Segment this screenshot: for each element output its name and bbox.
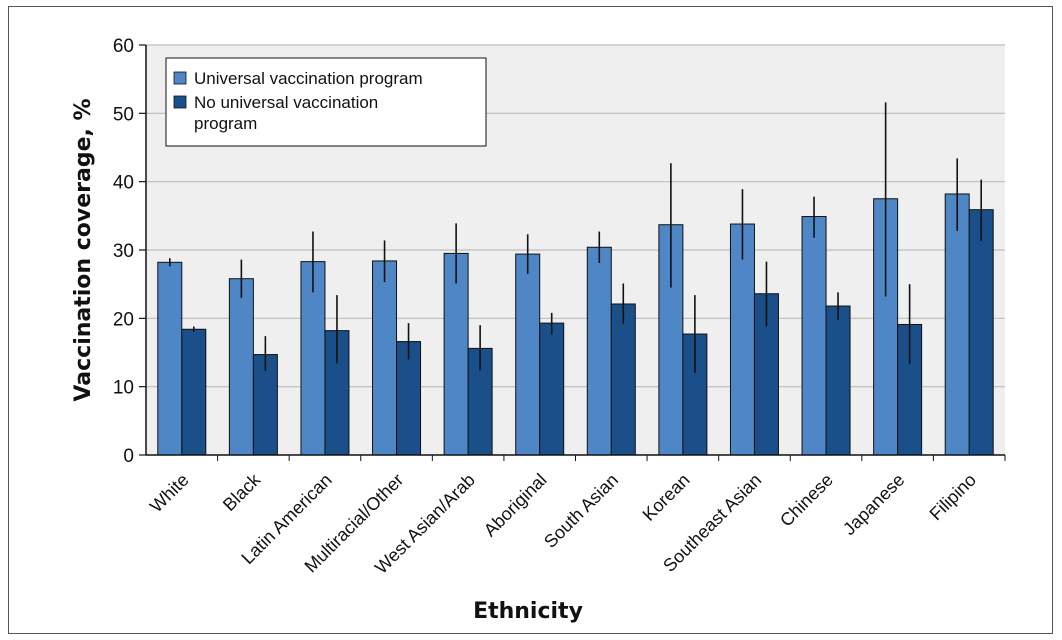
y-tick-label: 40 [113,173,134,194]
y-tick-label: 20 [113,309,134,330]
x-category-label: White [146,470,193,517]
bars [157,193,994,456]
bar-universal [300,261,326,456]
y-tick-label: 30 [113,241,134,262]
x-category-label: Filipino [926,470,980,524]
legend-swatch-no-universal [173,95,187,109]
y-tick-label: 50 [113,104,134,125]
y-tick-label: 10 [113,378,134,399]
y-tick-label: 0 [123,446,134,467]
bar-universal [586,246,612,456]
bar-universal [157,261,183,456]
bar-no-universal [968,209,994,456]
legend-box [165,57,487,147]
legend-swatch-universal [173,71,187,85]
y-tick-labels: 0 10 20 30 40 50 60 [113,36,146,467]
x-category-label: Aboriginal [480,470,551,541]
x-category-label: Korean [639,470,694,525]
bar-no-universal [539,322,565,456]
bar-universal [443,252,469,456]
x-category-label: Black [219,469,265,515]
bar-no-universal [396,341,422,456]
bar-universal [372,260,398,456]
y-tick-label: 60 [113,36,134,57]
bar-universal [944,193,970,456]
legend: Universal vaccination program No univers… [165,57,487,147]
legend-label-no-universal-line2: program [194,114,257,133]
bar-no-universal [825,305,851,456]
gridlines [146,44,1005,388]
x-category-label: Chinese [776,470,837,531]
bar-universal [228,278,254,456]
legend-label-no-universal-line1: No universal vaccination [194,93,378,112]
x-axis-title: Ethnicity [473,599,583,624]
bar-universal [729,223,755,456]
error-bars [168,102,983,373]
legend-label-no-universal: No universal vaccination program [194,93,383,133]
y-axis-title: Vaccination coverage, % [71,98,96,401]
x-category-label: South Asian [540,470,622,552]
bar-universal [801,216,827,456]
bar-no-universal [610,303,636,456]
legend-label-universal: Universal vaccination program [194,69,423,88]
bar-no-universal [181,328,207,456]
x-category-label: Japanese [839,470,908,539]
bar-universal [515,253,541,456]
